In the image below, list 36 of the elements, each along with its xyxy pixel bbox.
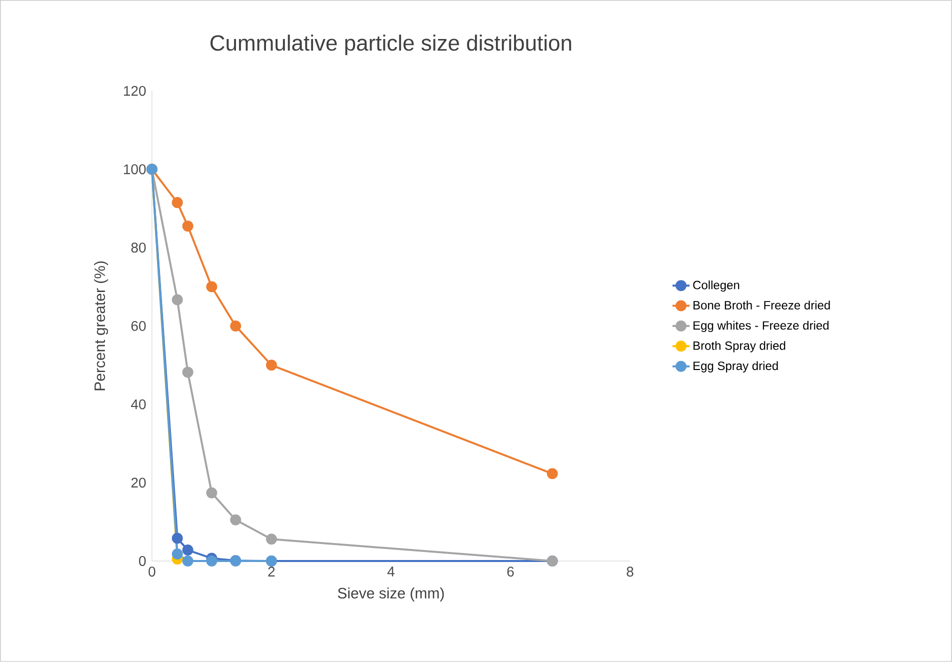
y-tick-label: 0: [139, 556, 146, 566]
legend-label: Bone Broth - Freeze dried: [694, 300, 830, 310]
point: [172, 197, 183, 208]
point: [230, 320, 242, 332]
y-tick-label: 80: [131, 242, 146, 253]
legend-label: Egg whites - Freeze dried: [694, 320, 829, 332]
point: [546, 468, 558, 480]
point: [206, 487, 218, 498]
y-axis-title: Percent greater (%): [94, 262, 108, 390]
point: [172, 294, 183, 306]
point: [182, 556, 194, 567]
y-tick-label: 20: [131, 478, 146, 488]
x-tick-label: 6: [507, 566, 514, 577]
legend-label: Egg Spray dried: [694, 361, 778, 372]
y-tick-label: 100: [124, 164, 146, 174]
legend-label: Collegen: [693, 280, 740, 292]
point: [266, 360, 277, 371]
x-tick-label: 0: [148, 566, 156, 577]
point: [182, 366, 194, 378]
point: [182, 544, 194, 556]
point: [172, 532, 183, 544]
point: [172, 548, 183, 560]
legend-label: Broth Spray dried: [694, 341, 786, 352]
chart-title: Cummulative particle size distribution: [210, 34, 572, 56]
point: [206, 281, 218, 292]
y-tick-label: 60: [131, 321, 146, 331]
y-tick-label: 120: [124, 86, 146, 96]
x-tick-label: 8: [626, 566, 634, 577]
point: [182, 220, 194, 232]
x-axis-title: Sieve size (mm): [338, 588, 444, 602]
x-tick-label: 4: [387, 566, 394, 576]
x-tick-label: 2: [268, 566, 275, 576]
y-tick-label: 40: [131, 399, 146, 410]
point: [206, 556, 218, 567]
point: [266, 534, 277, 545]
point: [230, 514, 242, 526]
